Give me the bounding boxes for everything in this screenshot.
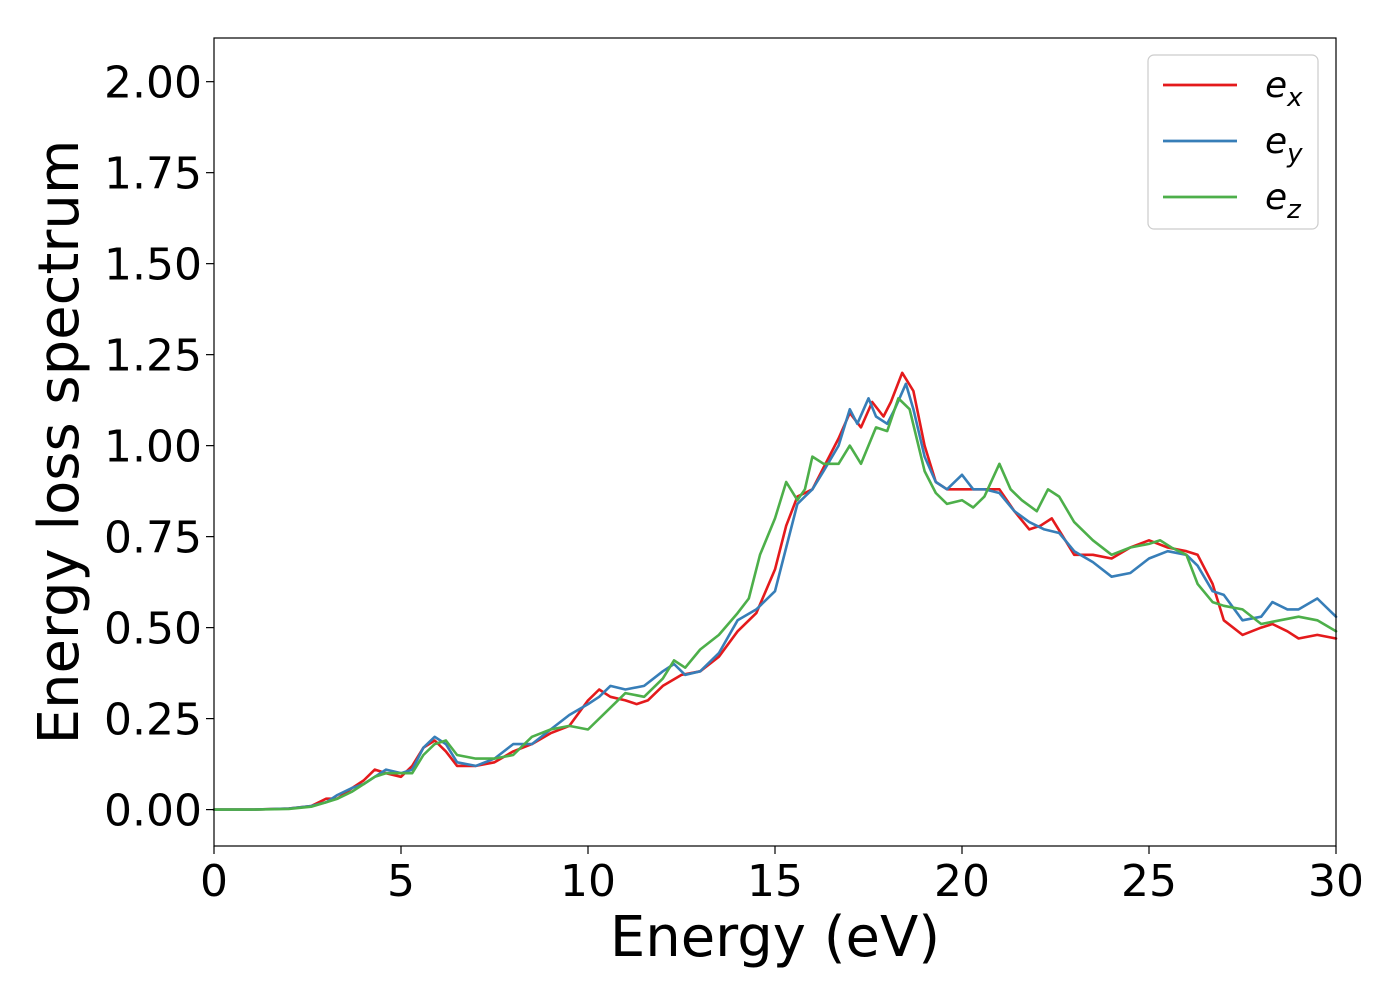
y-tick-label: 0.00 [104, 786, 202, 837]
x-axis-label: Energy (eV) [610, 905, 940, 970]
y-tick-label: 1.75 [104, 149, 202, 200]
y-tick-label: 1.50 [104, 240, 202, 291]
y-tick-label: 1.25 [104, 331, 202, 382]
x-tick-label: 5 [387, 856, 415, 907]
y-axis: 0.00 0.25 0.50 0.75 1.00 1.25 1.50 1.75 2.00 [104, 58, 214, 837]
legend: ex ey ez [1147, 54, 1319, 230]
x-axis: 0 5 10 15 20 25 30 [200, 846, 1364, 907]
legend-label-z: ez [1265, 177, 1302, 225]
legend-label-x: ex [1265, 65, 1303, 113]
x-tick-label: 0 [200, 856, 228, 907]
series-layer [212, 371, 1338, 811]
y-tick-label: 1.00 [104, 422, 202, 473]
y-tick-label: 0.25 [104, 695, 202, 746]
x-tick-label: 25 [1121, 856, 1177, 907]
y-tick-label: 0.75 [104, 513, 202, 564]
y-axis-label: Energy loss spectrum [27, 140, 92, 745]
legend-label-y: ey [1265, 121, 1303, 169]
x-tick-label: 15 [747, 856, 803, 907]
y-tick-label: 2.00 [104, 58, 202, 109]
x-tick-label: 10 [560, 856, 616, 907]
x-tick-label: 30 [1308, 856, 1364, 907]
y-tick-label: 0.50 [104, 604, 202, 655]
x-tick-label: 20 [934, 856, 990, 907]
series-line-z [212, 396, 1338, 811]
series-line-y [212, 382, 1338, 811]
